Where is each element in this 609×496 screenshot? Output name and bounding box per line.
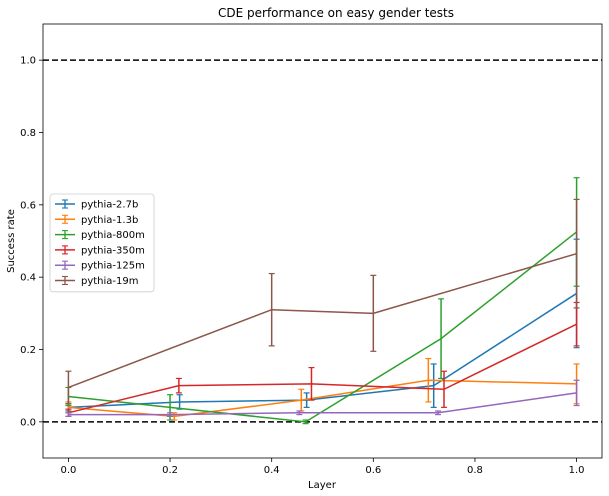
x-tick-label-3: 0.6 (365, 465, 381, 476)
legend-label: pythia-350m (81, 245, 145, 256)
x-tick-label-5: 1.0 (569, 465, 585, 476)
legend-label: pythia-125m (81, 261, 145, 272)
axes-frame (42, 23, 603, 459)
error-bar-pythia-350m-4 (573, 301, 580, 347)
error-bar-pythia-125m-1 (167, 412, 174, 418)
legend-item-pythia-800m: pythia-800m (55, 230, 145, 241)
legend-box (49, 193, 155, 293)
legend-item-pythia-19m: pythia-19m (55, 275, 139, 287)
error-bar-pythia-1.3b-3 (425, 357, 432, 403)
y-tick-label-1: 0.2 (20, 345, 36, 356)
x-tick-label-1: 0.2 (162, 465, 178, 476)
y-tick-label-0: 0.0 (20, 417, 36, 428)
error-bar-pythia-800m-2 (302, 419, 309, 425)
legend: pythia-2.7b pythia-1.3b pythia-800m pythia-… (49, 193, 155, 293)
x-axis-label: Layer (308, 480, 337, 491)
y-tick-label-4: 0.8 (20, 128, 36, 139)
error-bar-pythia-350m-1 (175, 377, 182, 394)
legend-item-pythia-2.7b: pythia-2.7b (55, 199, 138, 211)
error-bar-pythia-19m-0 (65, 370, 72, 405)
series-line-pythia-350m (68, 323, 577, 414)
legend-item-pythia-125m: pythia-125m (55, 260, 145, 272)
y-tick-label-2: 0.4 (20, 273, 36, 284)
error-bar-pythia-125m-0 (65, 412, 72, 418)
x-tick-label-0: 0.0 (60, 465, 76, 476)
series-line-pythia-19m (68, 252, 577, 389)
series-line-pythia-2.7b (68, 292, 577, 409)
y-tick-label-3: 0.6 (20, 200, 36, 211)
error-bar-pythia-19m-1 (268, 272, 275, 347)
error-bar-pythia-2.7b-3 (430, 363, 437, 408)
legend-item-pythia-350m: pythia-350m (55, 245, 145, 256)
legend-label: pythia-1.3b (81, 215, 138, 226)
error-bar-pythia-125m-4 (573, 379, 580, 407)
x-tick-label-4: 0.8 (467, 465, 483, 476)
x-tick-label-2: 0.4 (264, 465, 280, 476)
error-bar-pythia-125m-3 (435, 410, 442, 416)
y-tick-label-5: 1.0 (20, 56, 36, 67)
y-axis-label: Success rate (6, 209, 17, 273)
error-bar-pythia-350m-3 (441, 370, 448, 408)
error-bar-pythia-19m-3 (573, 198, 580, 309)
plot-area: 0.0 0.2 0.4 0.6 0.8 1.0 0.0 0.2 0.4 0.6 0.8 1.0 (20, 23, 603, 476)
chart-title: CDE performance on easy gender tests (218, 6, 454, 20)
error-bar-pythia-125m-2 (296, 410, 303, 416)
error-bar-pythia-350m-2 (308, 366, 315, 401)
error-bar-pythia-800m-3 (438, 298, 445, 380)
legend-label: pythia-19m (81, 276, 139, 287)
legend-label: pythia-800m (81, 230, 145, 241)
legend-label: pythia-2.7b (81, 200, 138, 211)
error-bar-pythia-19m-2 (370, 274, 377, 352)
legend-item-pythia-1.3b: pythia-1.3b (55, 214, 138, 226)
error-bar-pythia-2.7b-2 (303, 392, 310, 408)
